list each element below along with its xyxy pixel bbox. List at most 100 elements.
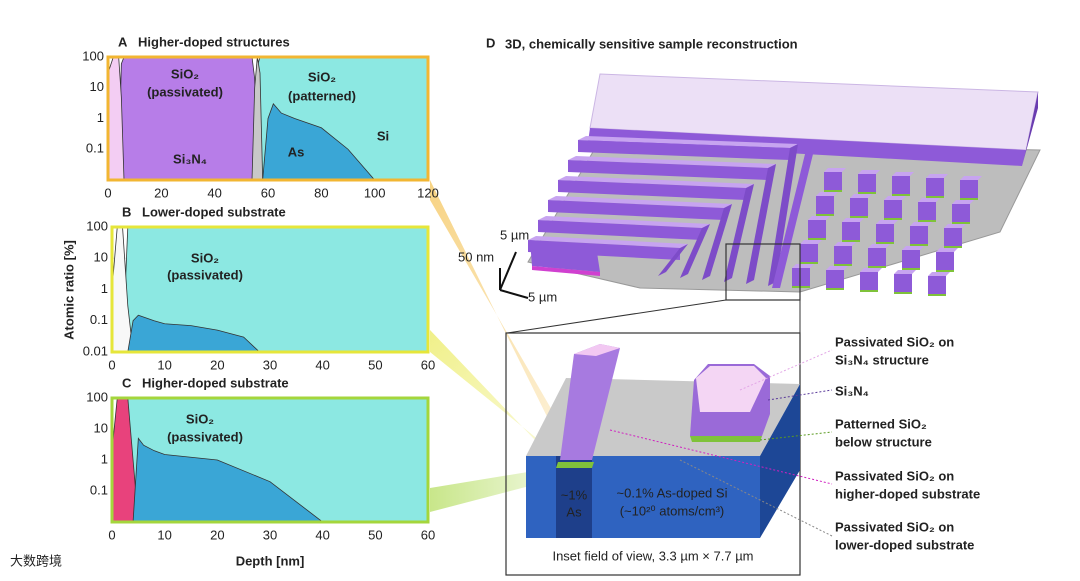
pillar: [800, 244, 818, 262]
pillar-top: [918, 198, 940, 202]
area-series: [262, 103, 376, 180]
area-series: [127, 314, 261, 352]
pillar-oxide: [842, 240, 860, 242]
areas: [112, 227, 428, 352]
x-tick-label: 20: [210, 527, 224, 542]
x-tick-label: 0: [108, 357, 115, 372]
pillar-top: [868, 244, 890, 248]
areas: [112, 398, 428, 522]
pillar: [842, 222, 860, 240]
x-tick-label: 0: [108, 527, 115, 542]
x-tick-label: 0: [104, 185, 111, 200]
pillar: [884, 200, 902, 218]
fingers: [528, 136, 814, 288]
pillar-oxide: [918, 220, 936, 222]
pillar-oxide: [928, 294, 946, 296]
series-note: (passivated): [167, 267, 243, 282]
inset-side: [760, 384, 800, 538]
callouts: Passivated SiO₂ on Si₃N₄ structure Si₃N₄ Pa…: [835, 334, 980, 552]
pillar-top: [960, 176, 982, 180]
pillar-top: [842, 218, 864, 222]
panel-label: A: [118, 34, 128, 49]
pillar-top: [792, 264, 814, 268]
inset-label: As: [566, 504, 582, 519]
pillar: [860, 272, 878, 290]
y-tick-label: 0.1: [90, 482, 108, 497]
fin-top: [574, 344, 620, 356]
pillar-top: [926, 174, 948, 178]
series-label: SiO₂: [186, 411, 214, 426]
pillar-oxide: [944, 246, 962, 248]
area-series: [251, 57, 264, 180]
callout-text: below structure: [835, 434, 932, 449]
plot-frame: [110, 396, 430, 524]
finger-front: [538, 220, 702, 240]
pillar-oxide: [800, 262, 818, 264]
areas: [108, 57, 428, 180]
finger-top: [568, 156, 776, 168]
finger-leg: [746, 164, 776, 284]
pillar-oxide: [876, 242, 894, 244]
pillar: [936, 252, 954, 270]
fin-oxide: [556, 462, 594, 468]
pillar-oxide: [936, 270, 954, 272]
x-axis-label: Depth [nm]: [236, 553, 305, 568]
pillar-top: [850, 194, 872, 198]
x-tick-label: 40: [207, 185, 221, 200]
pillar-oxide: [858, 192, 876, 194]
pillar: [918, 202, 936, 220]
spine: [772, 150, 814, 288]
pillar-top: [952, 200, 974, 204]
pillar-top: [892, 172, 914, 176]
area-series: [112, 227, 134, 352]
pillar-top: [816, 192, 838, 196]
finger-front: [578, 140, 790, 160]
pillar-top: [858, 170, 880, 174]
series-note: (passivated): [167, 429, 243, 444]
x-tick-label: 50: [368, 357, 382, 372]
pillar-oxide: [826, 288, 844, 290]
finger-leg: [680, 224, 710, 278]
pillar-oxide: [860, 290, 878, 292]
area-series: [132, 437, 324, 522]
callout-line: [679, 459, 833, 537]
pillar-top: [808, 216, 830, 220]
finger-front: [568, 160, 768, 180]
pillar-top: [894, 270, 916, 274]
pillars: [792, 168, 982, 296]
x-tick-label: 120: [417, 185, 439, 200]
pillar-oxide: [824, 190, 842, 192]
pillar: [952, 204, 970, 222]
panel-label: B: [122, 204, 131, 219]
callout-text: lower-doped substrate: [835, 537, 974, 552]
pillar: [926, 178, 944, 196]
pillar-oxide: [816, 214, 834, 216]
series-label: As: [288, 144, 305, 159]
finger-top: [528, 236, 688, 248]
y-tick-label: 10: [94, 420, 108, 435]
callout-text: Passivated SiO₂ on: [835, 334, 954, 349]
pillar-top: [876, 220, 898, 224]
x-tick-label: 50: [368, 527, 382, 542]
pillar-top: [884, 196, 906, 200]
callout-text: Passivated SiO₂ on: [835, 519, 954, 534]
plot-frame: [106, 55, 430, 182]
scale-arrow: [499, 289, 529, 299]
finger-end-oxide: [532, 266, 600, 276]
reconstruction-3d: D 3D, chemically sensitive sample recons…: [458, 35, 1041, 334]
inset-marker: [725, 243, 801, 301]
chart-panel: 0 20 40 60 80 100 120 100 10 1 0.1 Si Si₃N₄ SiO₂ (patt…: [82, 34, 439, 200]
series-note: (patterned): [288, 88, 356, 103]
x-tick-label: 60: [421, 527, 435, 542]
pillar-oxide: [808, 238, 826, 240]
pillar: [960, 180, 978, 198]
finger-leg: [768, 144, 798, 286]
pillar: [826, 270, 844, 288]
series-note: (passivated): [147, 84, 223, 99]
y-tick-label: 100: [86, 389, 108, 404]
callout-text: Si₃N₄: [835, 383, 869, 398]
pillar-top: [944, 224, 966, 228]
scale-arrow: [499, 251, 517, 291]
y-tick-label: 100: [82, 48, 104, 63]
